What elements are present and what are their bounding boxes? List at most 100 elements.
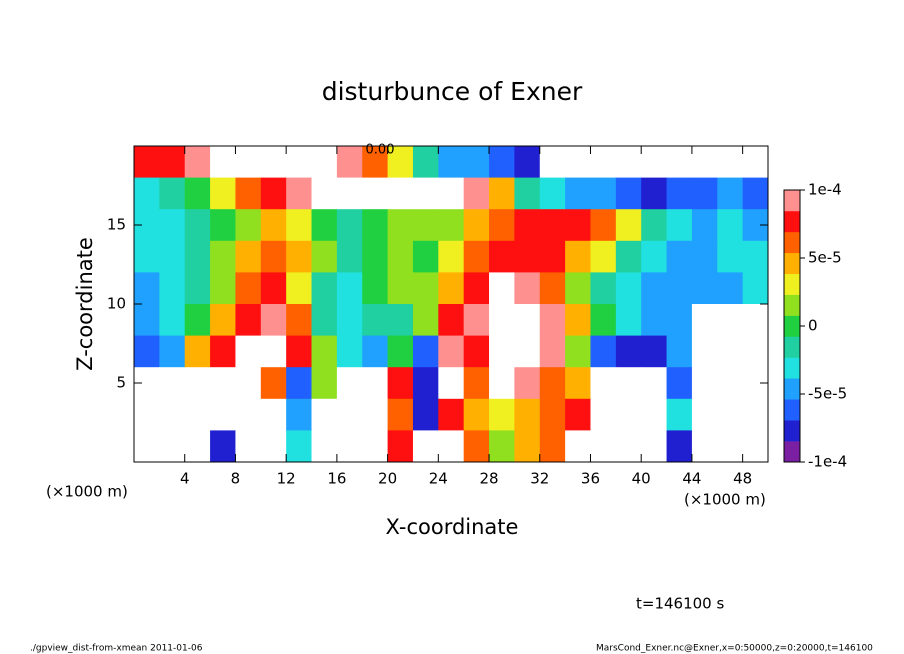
cell (666, 146, 693, 179)
cell (539, 304, 566, 337)
colorbar-tick-label: -1e-4 (808, 453, 847, 471)
cell (615, 240, 642, 273)
cell (463, 367, 490, 400)
cell (260, 367, 287, 400)
cell (615, 367, 642, 400)
cell (615, 209, 642, 242)
x-tick-label: 32 (530, 470, 549, 488)
cell (184, 146, 211, 179)
cell (412, 146, 439, 179)
x-tick-label: 28 (479, 470, 498, 488)
cell (463, 272, 490, 305)
cell (362, 398, 389, 431)
cell (590, 335, 617, 368)
cell (210, 272, 236, 305)
cell (260, 335, 287, 368)
x-tick-label: 44 (682, 470, 701, 488)
cell (362, 240, 389, 273)
cell (235, 304, 262, 337)
cell (184, 367, 211, 400)
cell (235, 240, 262, 273)
cell (134, 272, 160, 305)
footer-right: MarsCond_Exner.nc@Exner,x=0:50000,z=0:20… (596, 644, 873, 654)
cell (260, 209, 287, 242)
cell (362, 146, 389, 179)
cell (438, 177, 465, 210)
cell (514, 367, 541, 400)
cell (210, 240, 236, 273)
cell (717, 335, 744, 368)
cell (641, 367, 668, 400)
cell (387, 304, 414, 337)
cell (717, 146, 744, 179)
colorbar-swatch (784, 399, 800, 421)
cell (412, 272, 439, 305)
cell (286, 367, 313, 400)
cell (362, 272, 389, 305)
cell (590, 146, 617, 179)
cell (691, 304, 718, 337)
cell (590, 430, 617, 463)
cell (615, 430, 642, 463)
cell (311, 304, 338, 337)
cell (210, 367, 236, 400)
cell (565, 146, 591, 179)
cell (362, 430, 389, 463)
y-axis-label: Z-coordinate (73, 237, 97, 371)
cell (666, 335, 693, 368)
cell (539, 272, 566, 305)
cell (134, 177, 160, 210)
cell (666, 430, 693, 463)
cell (514, 146, 541, 179)
cell (311, 272, 338, 305)
cell (565, 398, 591, 431)
cell (615, 335, 642, 368)
cell (286, 335, 313, 368)
cell (742, 398, 769, 431)
cell (336, 335, 363, 368)
cell (260, 177, 287, 210)
cell (717, 304, 744, 337)
cell (159, 367, 186, 400)
cell (235, 398, 262, 431)
cell (717, 367, 744, 400)
cell (489, 430, 515, 463)
cell (489, 304, 515, 337)
cell (210, 398, 236, 431)
cell (159, 430, 186, 463)
cell (565, 335, 591, 368)
cell (235, 177, 262, 210)
cell (615, 272, 642, 305)
cell (286, 430, 313, 463)
cell (412, 240, 439, 273)
cell (514, 240, 541, 273)
cell (539, 367, 566, 400)
cell (286, 272, 313, 305)
cell (260, 398, 287, 431)
cell (489, 398, 515, 431)
cell (184, 304, 211, 337)
cell (311, 335, 338, 368)
cell (311, 430, 338, 463)
cell (210, 146, 236, 179)
cell (590, 272, 617, 305)
cell (590, 398, 617, 431)
cell (159, 177, 186, 210)
cell (565, 240, 591, 273)
contour-label: 0.00 (366, 143, 395, 158)
cell (159, 398, 186, 431)
field (134, 146, 769, 463)
cell (539, 240, 566, 273)
colorbar-swatch (784, 273, 800, 295)
cell (336, 398, 363, 431)
cell (641, 430, 668, 463)
cell (260, 272, 287, 305)
colorbar-swatch (784, 231, 800, 254)
cell (210, 335, 236, 368)
colorbar-swatch (784, 210, 800, 233)
cell (691, 398, 718, 431)
cell (641, 272, 668, 305)
cell (539, 398, 566, 431)
cell (565, 430, 591, 463)
cell (362, 177, 389, 210)
